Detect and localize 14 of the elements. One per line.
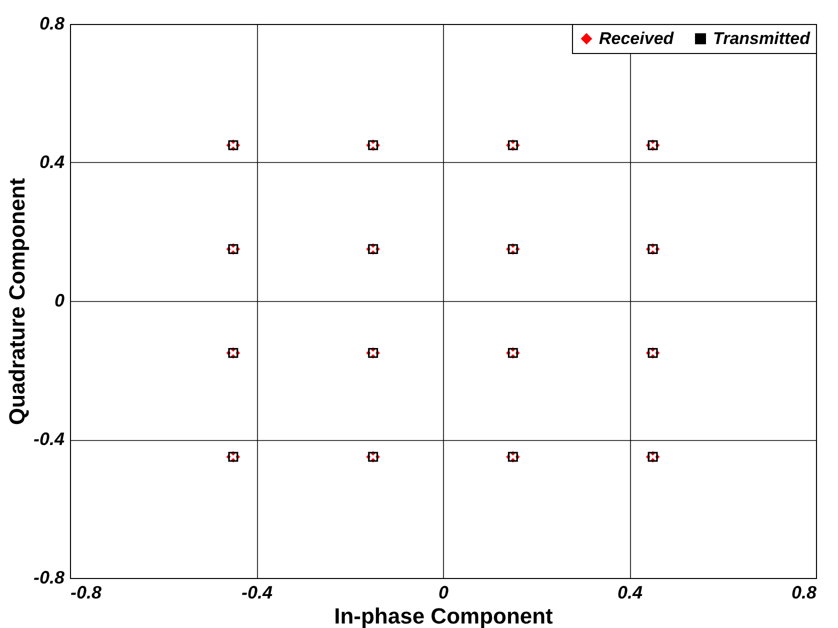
y-tick-label: 0 [54, 290, 64, 310]
x-tick-label: -0.4 [241, 582, 273, 602]
x-tick-label: 0 [438, 582, 449, 602]
y-tick-label: -0.4 [33, 429, 64, 449]
y-axis-title: Quadrature Component [4, 177, 30, 425]
legend-label: Received [599, 28, 674, 48]
x-tick-label: 0.8 [791, 582, 816, 602]
y-tick-label: 0.4 [39, 152, 64, 172]
y-tick-label: -0.8 [33, 568, 64, 588]
legend-label: Transmitted [713, 28, 811, 48]
y-tick-label: 0.8 [39, 14, 64, 34]
x-tick-label: 0.4 [617, 582, 643, 602]
x-axis-title: In-phase Component [334, 604, 554, 628]
x-tick-label: -0.8 [70, 582, 102, 602]
